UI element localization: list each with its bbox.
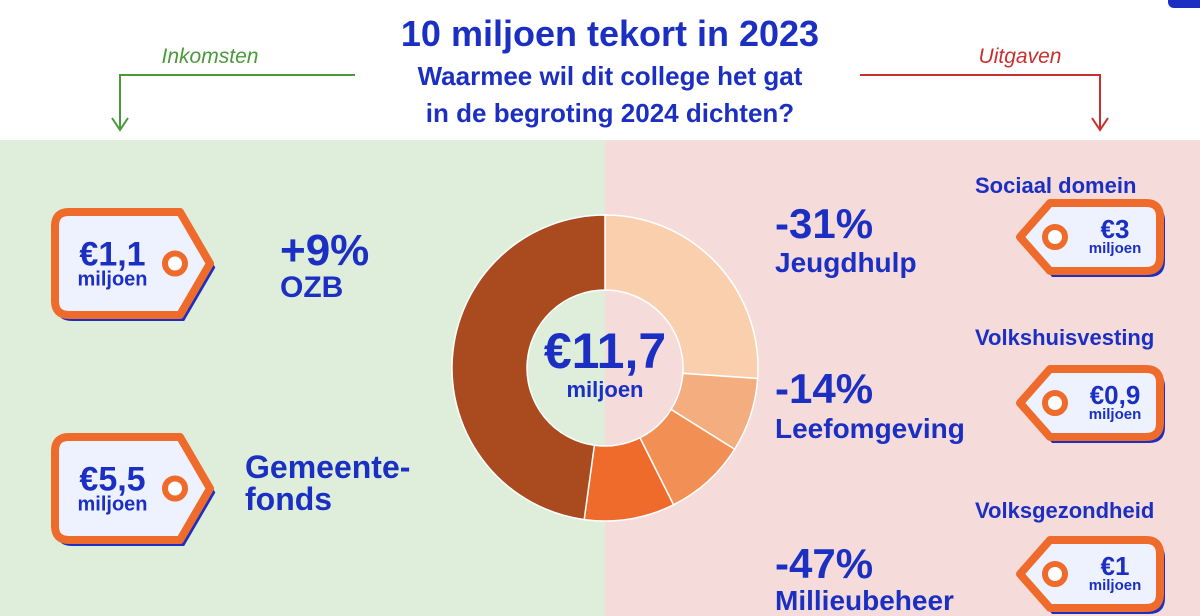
- expense-label: Jeugdhulp: [775, 247, 917, 278]
- income-arrow-head: [111, 117, 129, 132]
- expense-pct: -31%: [775, 200, 873, 247]
- title: 10 miljoen tekort in 2023: [401, 13, 819, 54]
- tag-hole: [162, 475, 188, 502]
- expense-label: Leefomgeving: [775, 413, 965, 444]
- income-pct: +9%: [280, 226, 369, 275]
- center-value: €11,7: [544, 323, 666, 379]
- tag-hole: [1042, 224, 1068, 250]
- domain-heading: Volksgezondheid: [975, 498, 1154, 523]
- center-unit: miljoen: [566, 377, 643, 402]
- tag-hole: [1042, 561, 1068, 587]
- price-tag: [1016, 536, 1164, 612]
- expense-label: Millieubeheer: [775, 585, 954, 616]
- subtitle: in de begroting 2024 dichten?: [426, 98, 794, 128]
- subtitle: Waarmee wil dit college het gat: [418, 61, 803, 91]
- price-tag: [1016, 199, 1164, 275]
- expense-pct: -14%: [775, 365, 873, 412]
- tag-unit: miljoen: [1089, 240, 1142, 257]
- income-heading: Inkomsten: [162, 45, 259, 68]
- tag-value: €5,5: [79, 461, 145, 499]
- tag-unit: miljoen: [1089, 406, 1142, 423]
- income-arrow: [119, 74, 355, 128]
- tag-unit: miljoen: [77, 269, 147, 291]
- donut: [451, 214, 759, 522]
- income-label: fonds: [245, 481, 332, 517]
- tag-unit: miljoen: [1089, 577, 1142, 594]
- tag-hole: [1042, 390, 1068, 416]
- income-label: OZB: [280, 271, 343, 304]
- price-tag: [51, 433, 214, 544]
- income-label: Gemeente-: [245, 449, 410, 485]
- tag-unit: miljoen: [77, 494, 147, 516]
- expense-arrow: [860, 74, 1101, 128]
- domain-heading: Volkshuisvesting: [975, 325, 1154, 350]
- tag-value: €3: [1101, 214, 1130, 244]
- expense-heading: Uitgaven: [979, 45, 1062, 68]
- tag-hole: [162, 250, 188, 277]
- tag-value: €1,1: [79, 236, 145, 274]
- expense-arrow-head: [1091, 117, 1109, 132]
- tags: €1,1miljoen€5,5miljoen€3miljoen€0,9miljo…: [51, 199, 1165, 614]
- corner-decoration: [1168, 0, 1200, 8]
- tag-value: €0,9: [1090, 380, 1141, 410]
- domain-heading: Sociaal domein: [975, 173, 1136, 198]
- price-tag: [1016, 365, 1164, 441]
- donut-segment: [451, 214, 606, 521]
- tag-value: €1: [1101, 551, 1130, 581]
- donut-segment: [604, 214, 759, 380]
- expense-pct: -47%: [775, 540, 873, 587]
- price-tag: [51, 208, 214, 319]
